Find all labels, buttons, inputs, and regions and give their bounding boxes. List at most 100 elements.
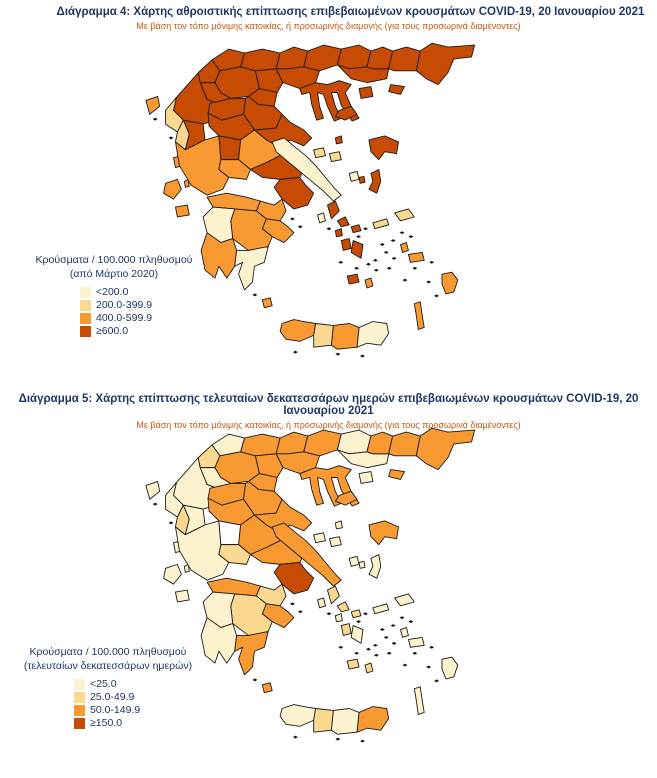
map2-canvas: Κρούσματα / 100.000 πληθυσμού (τελευταίω… [0, 425, 657, 770]
region-fokida [218, 159, 251, 180]
map2-subtitle: Με βάση τον τόπο μόνιμης κατοικίας, ή πρ… [136, 420, 521, 430]
region-agios_efstratios [334, 135, 343, 145]
region-corfu [145, 481, 161, 500]
region-thasos [358, 86, 374, 99]
map1-legend-subtitle: (από Μάρτιο 2020) [69, 267, 159, 280]
legend-swatch [74, 718, 85, 730]
islet-speck [402, 278, 408, 282]
region-chania [279, 319, 317, 342]
region-evia [271, 522, 342, 587]
legend-swatch [80, 326, 91, 338]
region-messinia [200, 617, 238, 664]
region-evros [415, 427, 476, 471]
region-ikaria [372, 218, 390, 230]
region-naxos [350, 625, 364, 644]
legend-label: <25.0 [90, 678, 117, 691]
islet-speck [365, 262, 371, 266]
legend-item: <200.0 [80, 286, 212, 299]
region-karpathos [413, 301, 425, 330]
region-fokida [218, 544, 251, 565]
islet-speck [408, 235, 414, 239]
region-paros [340, 238, 352, 251]
legend-label: 50.0-149.9 [90, 704, 141, 717]
region-imathia [254, 68, 284, 93]
islet-speck [391, 256, 397, 260]
region-paros [340, 623, 352, 636]
region-samothraki [388, 84, 405, 95]
region-santorini [364, 277, 374, 289]
region-kefalonia [163, 178, 182, 200]
region-rhodes [441, 656, 459, 680]
region-skopelos [329, 536, 342, 548]
islet-speck [335, 352, 341, 356]
region-karpathos [413, 686, 425, 715]
region-pella [240, 48, 281, 72]
region-attica [273, 561, 315, 595]
region-rodopi [388, 431, 421, 457]
islet-speck [426, 665, 432, 669]
legend-item: 25.0-49.9 [74, 691, 206, 704]
islet-speck [338, 645, 344, 649]
islet-speck [252, 678, 258, 682]
islet-speck [326, 612, 332, 616]
map2-greece-choropleth [145, 427, 476, 743]
islet-speck [426, 280, 432, 284]
region-chios [368, 554, 382, 579]
islet-speck [391, 641, 397, 645]
region-ithaki [183, 563, 190, 573]
region-lesvos [368, 520, 399, 546]
map1-legend-rows: <200.0 200.0-399.9 400.0-599.9 ≥600.0 [16, 286, 212, 338]
legend-item: ≥150.0 [74, 717, 206, 730]
region-attica [273, 176, 315, 210]
legend-item: <25.0 [74, 678, 206, 691]
islet-speck [379, 243, 385, 247]
islet-speck [408, 620, 414, 624]
islet-speck [373, 268, 379, 272]
region-skyros [348, 171, 360, 182]
legend-label: ≥150.0 [90, 717, 123, 730]
islet-speck [354, 266, 360, 270]
region-limnos [334, 105, 358, 121]
map2-section: Διάγραμμα 5: Χάρτης επίπτωσης τελευταίων… [0, 389, 657, 778]
region-mykonos [350, 609, 362, 619]
region-kilkis [275, 431, 309, 455]
map1-greece-choropleth [145, 42, 476, 358]
islet-speck [152, 117, 158, 121]
region-chalkidiki [299, 465, 360, 507]
legend-item: 400.0-599.9 [80, 312, 212, 325]
map1-legend: Κρούσματα / 100.000 πληθυσμού (από Μάρτι… [16, 254, 212, 338]
islet-speck [390, 239, 396, 243]
legend-label: ≥600.0 [96, 325, 129, 338]
region-lesvos [368, 135, 399, 161]
region-thasos [358, 471, 374, 484]
islet-speck [429, 645, 435, 649]
islet-speck [363, 612, 368, 616]
islet-speck [402, 663, 408, 667]
region-evrytania [218, 135, 242, 161]
islet-speck [356, 235, 362, 239]
region-samos [394, 593, 415, 607]
islet-speck [390, 624, 396, 628]
islet-speck [434, 679, 440, 683]
islet-speck [383, 635, 389, 639]
region-evrytania [218, 520, 242, 546]
islet-speck [360, 739, 365, 743]
islet-speck [412, 651, 418, 655]
map1-subtitle: Με βάση τον τόπο μόνιμης κατοικίας, ή πρ… [136, 21, 521, 31]
legend-swatch [74, 679, 85, 691]
islet-speck [168, 136, 174, 140]
region-psara [358, 175, 366, 184]
region-kythira [261, 297, 273, 309]
islet-speck [373, 653, 379, 657]
region-chalkidiki [299, 80, 360, 122]
legend-swatch [80, 300, 91, 312]
region-kos [407, 636, 425, 648]
islet-speck [335, 737, 341, 741]
islet-speck [354, 651, 360, 655]
islet-speck [386, 651, 392, 655]
legend-label: 25.0-49.9 [90, 691, 135, 704]
region-rethymno [313, 323, 334, 348]
region-kilkis [275, 46, 309, 70]
islet-speck [383, 250, 389, 254]
legend-item: 200.0-399.9 [80, 299, 212, 312]
